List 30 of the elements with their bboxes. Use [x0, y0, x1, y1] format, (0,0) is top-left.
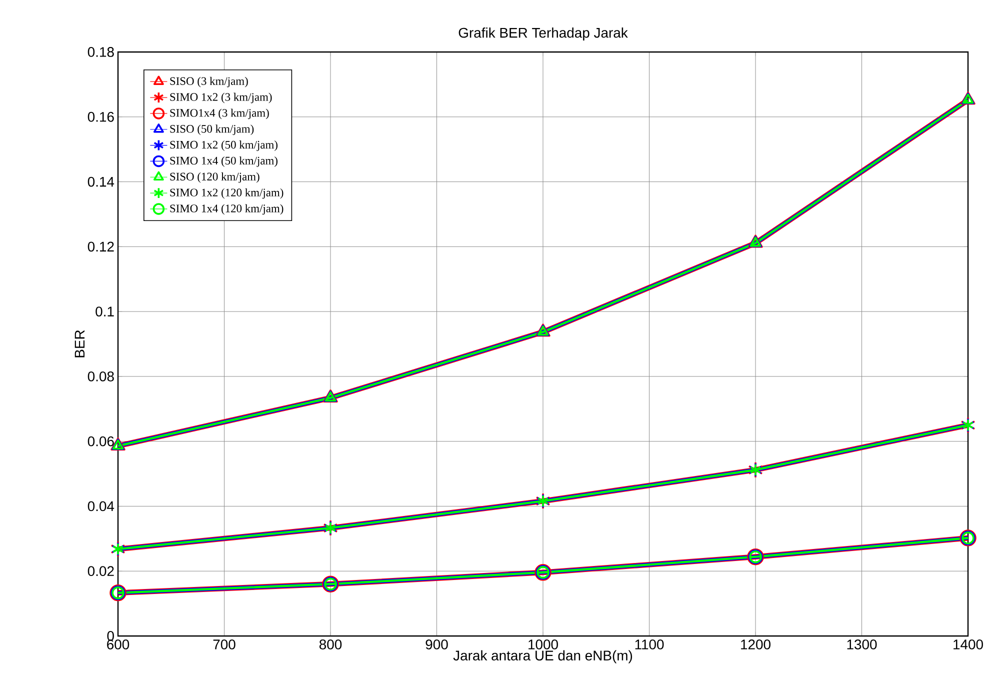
x-tick-label: 1200	[741, 640, 770, 650]
y-tick-label: 0.18	[88, 47, 114, 57]
legend-label: SIMO1x4 (3 km/jam)	[170, 108, 269, 120]
legend-label: SIMO 1x2 (3 km/jam)	[170, 92, 272, 104]
y-tick-label: 0.12	[88, 242, 114, 252]
y-tick-label: 0.14	[88, 176, 114, 187]
y-axis-title: BER	[74, 330, 84, 358]
x-tick-label: 700	[213, 640, 236, 650]
x-tick-label: 900	[426, 640, 448, 650]
legend-label: SIMO 1x2 (120 km/jam)	[170, 188, 284, 199]
legend-label: SISO (120 km/jam)	[170, 172, 260, 183]
legend-label: SIMO 1x4 (50 km/jam)	[170, 156, 278, 167]
legend-label: SIMO 1x2 (50 km/jam)	[170, 140, 278, 151]
y-tick-label: 0.1	[96, 306, 114, 316]
y-tick-label: 0.02	[88, 566, 114, 576]
legend-label: SIMO 1x4 (120 km/jam)	[170, 204, 284, 215]
x-tick-label: 1400	[954, 640, 983, 650]
legend-label: SISO (3 km/jam)	[170, 76, 248, 88]
y-tick-label: 0.08	[88, 371, 114, 382]
y-tick-label: 0.16	[88, 112, 114, 122]
chart-title: Grafik BER Terhadap Jarak	[458, 28, 628, 40]
x-tick-label: 1000	[528, 640, 558, 650]
legend-label: SISO (50 km/jam)	[170, 124, 254, 136]
x-tick-label: 600	[107, 640, 130, 650]
y-tick-label: 0.06	[88, 436, 114, 446]
x-tick-label: 800	[319, 640, 342, 650]
x-axis-title: Jarak antara UE dan eNB(m)	[453, 650, 632, 664]
x-tick-label: 1100	[635, 640, 664, 650]
y-tick-label: 0.04	[88, 501, 114, 512]
x-tick-label: 1300	[847, 640, 877, 650]
